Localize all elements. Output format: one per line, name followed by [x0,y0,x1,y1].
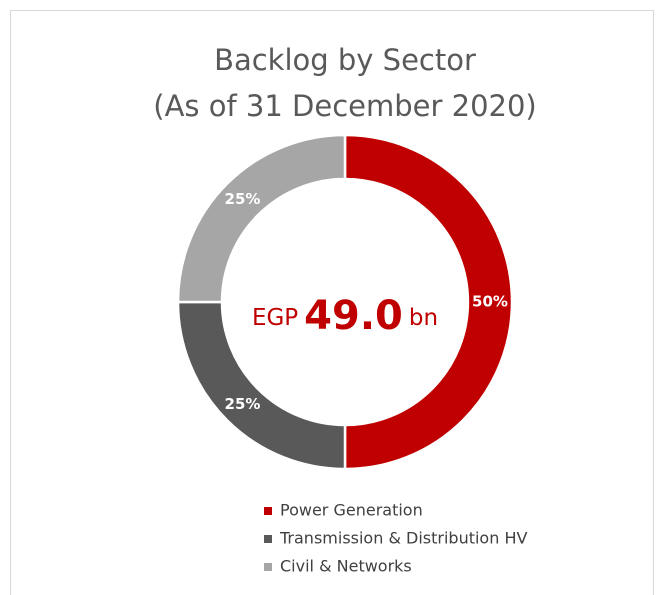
center-prefix: EGP [252,305,298,331]
legend-label: Power Generation [280,501,423,520]
legend-swatch [264,563,272,571]
chart-frame [10,10,654,595]
legend-swatch [264,535,272,543]
data-label: 25% [225,190,261,208]
donut-slice [176,133,347,304]
chart-subtitle: (As of 31 December 2020) [153,89,537,123]
chart-title: Backlog by Sector [214,43,476,77]
data-label: 25% [225,395,261,413]
legend-label: Civil & Networks [280,557,412,576]
donut-slice [343,133,514,471]
legend-label: Transmission & Distribution HV [279,529,527,548]
legend-swatch [264,507,272,515]
center-value: 49.0 [304,293,403,339]
data-label: 50% [472,293,508,311]
center-label: EGP 49.0 bn [252,293,438,339]
center-suffix: bn [409,305,438,331]
